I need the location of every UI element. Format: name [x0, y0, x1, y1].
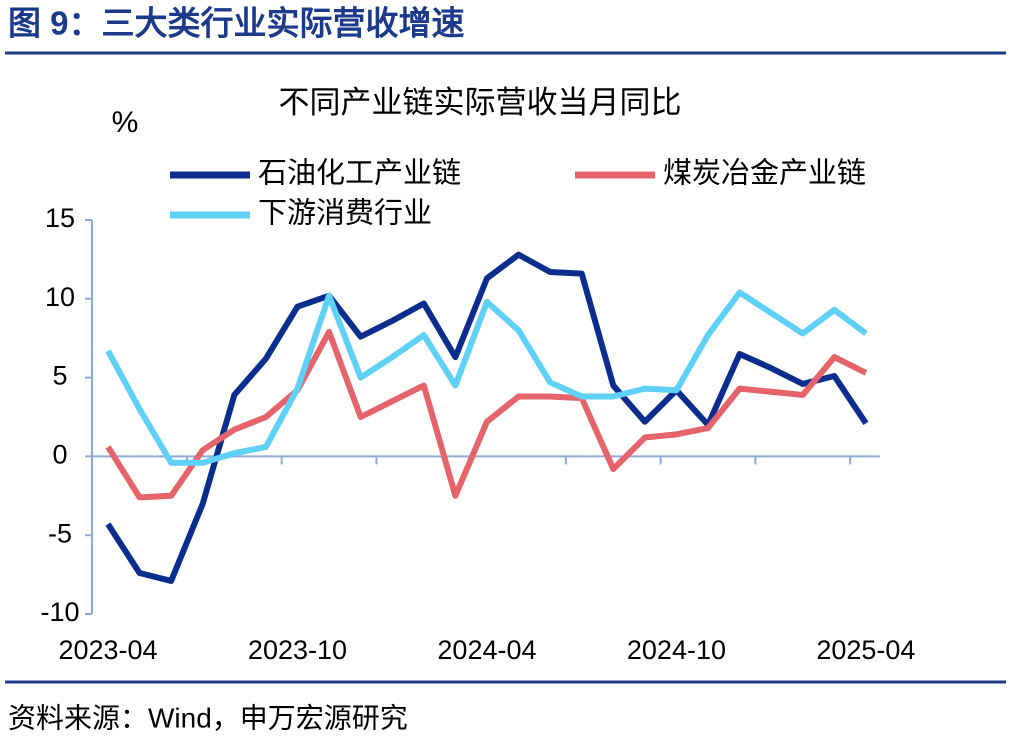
- y-tick-label: 15: [45, 203, 75, 233]
- legend-label: 煤炭冶金产业链: [663, 157, 866, 190]
- y-tick-label: -5: [48, 518, 72, 548]
- chart-title: 不同产业链实际营收当月同比: [279, 85, 682, 120]
- series-line: [105, 289, 868, 466]
- header: 图 9：三大类行业实际营收增速: [8, 5, 465, 42]
- legend-label: 下游消费行业: [258, 197, 432, 230]
- x-tick-label: 2023-04: [58, 635, 157, 665]
- x-tick-label: 2025-04: [816, 635, 915, 665]
- x-tick-label: 2024-10: [627, 635, 726, 665]
- legend-label: 石油化工产业链: [258, 157, 461, 190]
- x-tick-label: 2023-10: [248, 635, 347, 665]
- y-tick-label: 5: [52, 361, 67, 391]
- source: 资料来源：Wind，申万宏源研究: [8, 702, 408, 733]
- x-tick-label: 2024-04: [437, 635, 536, 665]
- y-tick-label: 10: [45, 282, 75, 312]
- series-line: [105, 328, 868, 501]
- series-line: [105, 251, 869, 584]
- y-axis-label: %: [112, 106, 139, 139]
- y-tick-label: -10: [40, 597, 79, 627]
- y-tick-label: 0: [52, 440, 67, 470]
